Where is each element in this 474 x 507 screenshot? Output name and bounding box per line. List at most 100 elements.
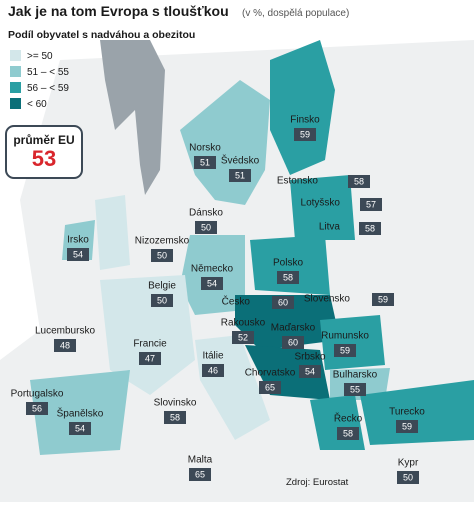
country-value: 54 <box>75 423 85 433</box>
average-value: 53 <box>32 146 56 171</box>
title: Jak je na tom Evropa s tloušťkou <box>8 3 229 19</box>
country-value: 58 <box>343 428 353 438</box>
value-box <box>202 364 224 377</box>
country-value: 59 <box>340 345 350 355</box>
legend-label: < 60 <box>27 99 47 110</box>
value-box <box>151 249 173 262</box>
country-value: 56 <box>32 403 42 413</box>
country-value: 54 <box>207 278 217 288</box>
country-value: 50 <box>157 250 167 260</box>
value-box <box>164 411 186 424</box>
country-name: Lotyšsko <box>301 198 341 209</box>
country-value: 59 <box>402 421 412 431</box>
value-box <box>272 296 294 309</box>
country-value: 46 <box>208 365 218 375</box>
value-box <box>348 175 370 188</box>
country-value: 60 <box>278 297 288 307</box>
country-value: 59 <box>378 294 388 304</box>
country-name: Lucembursko <box>35 326 95 337</box>
value-box <box>344 383 366 396</box>
value-box <box>139 352 161 365</box>
legend-label: 56 – < 59 <box>27 83 69 94</box>
country-name: Litva <box>319 222 341 233</box>
value-box <box>201 277 223 290</box>
value-box <box>67 248 89 261</box>
value-box <box>299 365 321 378</box>
country-name: Francie <box>133 339 167 350</box>
country-name: Srbsko <box>294 352 326 363</box>
legend-swatch <box>10 82 21 93</box>
value-box <box>259 381 281 394</box>
value-box <box>189 468 211 481</box>
value-box <box>229 169 251 182</box>
value-box <box>294 128 316 141</box>
country-value: 58 <box>170 412 180 422</box>
country-name: Belgie <box>148 281 176 292</box>
subtitle: (v %, dospělá populace) <box>242 8 349 19</box>
value-box <box>397 471 419 484</box>
country-name: Slovinsko <box>154 398 197 409</box>
legend-label: 51 – < 55 <box>27 67 69 78</box>
value-box <box>396 420 418 433</box>
value-box <box>372 293 394 306</box>
country-value: 50 <box>201 222 211 232</box>
value-box <box>334 344 356 357</box>
country-name: Irsko <box>67 235 89 246</box>
legend-swatch <box>10 50 21 61</box>
country-value: 58 <box>354 176 364 186</box>
value-box <box>360 198 382 211</box>
country-name: Itálie <box>202 351 224 362</box>
country-name: Řecko <box>334 412 363 425</box>
value-box <box>26 402 48 415</box>
country-value: 48 <box>60 340 70 350</box>
country-name: Švédsko <box>221 154 260 167</box>
value-box <box>151 294 173 307</box>
country-labels: Finsko 59 Norsko 51 Švédsko 51 Estonsko 58 Lotyš… <box>11 115 425 484</box>
country-value: 65 <box>195 469 205 479</box>
country-value: 58 <box>283 272 293 282</box>
country-value: 47 <box>145 353 155 363</box>
country-name: Norsko <box>189 143 221 154</box>
country-name: Kypr <box>398 458 419 469</box>
value-box <box>232 331 254 344</box>
country-name: Nizozemsko <box>135 236 190 247</box>
value-box <box>277 271 299 284</box>
country-value: 57 <box>366 199 376 209</box>
country-name: Estonsko <box>277 176 319 187</box>
country-name: Polsko <box>273 258 303 269</box>
legend: >= 50 51 – < 55 56 – < 59 < 60 <box>10 50 69 110</box>
country-name: Německo <box>191 264 234 275</box>
country-name: Bulharsko <box>333 370 378 381</box>
value-box <box>195 221 217 234</box>
value-box <box>69 422 91 435</box>
legend-swatch <box>10 98 21 109</box>
country-name: Malta <box>188 455 213 466</box>
legend-swatch <box>10 66 21 77</box>
country-name: Rakousko <box>221 318 266 329</box>
country-name: Česko <box>222 295 251 308</box>
country-name: Rumunsko <box>321 331 369 342</box>
country-value: 55 <box>350 384 360 394</box>
average-box <box>5 125 83 179</box>
country-name: Finsko <box>290 115 320 126</box>
average-label: průměr EU <box>13 133 74 147</box>
country-name: Chorvatsko <box>245 368 296 379</box>
country-value: 50 <box>157 295 167 305</box>
country-name: Portugalsko <box>11 389 64 400</box>
value-box <box>194 156 216 169</box>
country-value: 51 <box>200 157 210 167</box>
value-box <box>359 222 381 235</box>
country-name: Maďarsko <box>271 323 316 334</box>
country-name: Turecko <box>389 407 425 418</box>
value-box <box>282 336 304 349</box>
legend-label: >= 50 <box>27 51 53 62</box>
country-value: 65 <box>265 382 275 392</box>
country-value: 58 <box>365 223 375 233</box>
country-value: 54 <box>73 249 83 259</box>
country-value: 52 <box>238 332 248 342</box>
source: Zdroj: Eurostat <box>286 477 349 488</box>
value-box <box>54 339 76 352</box>
country-name: Slovensko <box>304 294 351 305</box>
legend-title: Podíl obyvatel s nadváhou a obezitou <box>8 29 195 41</box>
